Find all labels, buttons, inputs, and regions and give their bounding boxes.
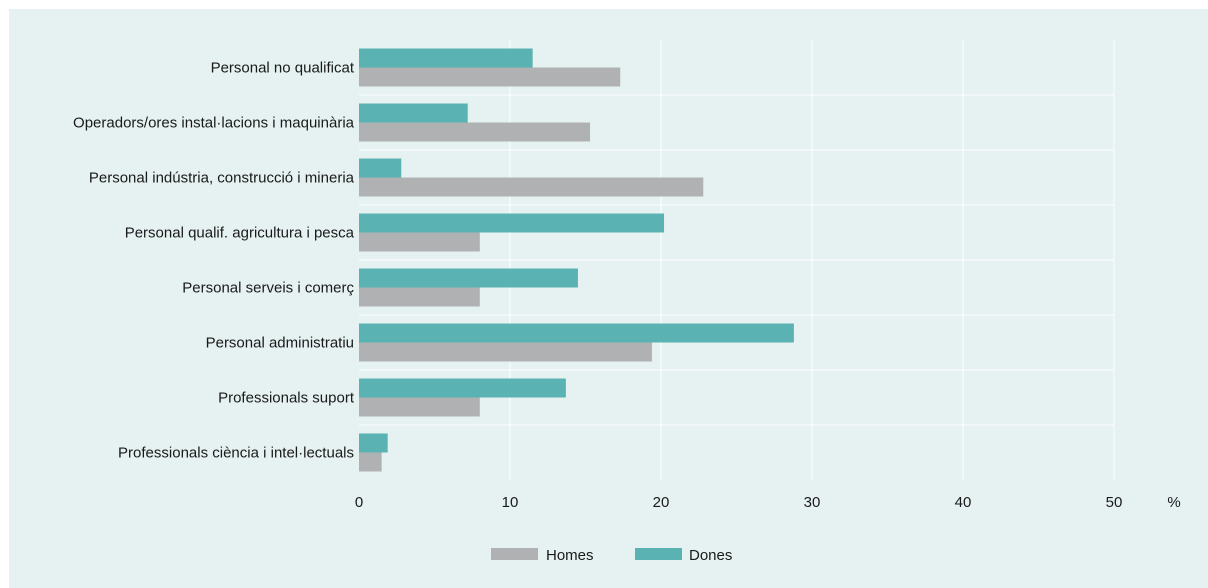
bar-homes: [359, 67, 621, 87]
chart-panel: [9, 9, 1208, 588]
bar-homes: [359, 287, 480, 307]
x-tick-label: 50: [1106, 494, 1123, 511]
x-tick-label: 40: [955, 494, 972, 511]
x-tick-label: 10: [502, 494, 519, 511]
category-label: Personal administratiu: [206, 335, 354, 352]
category-labels: Personal no qualificat Operadors/ores ins…: [73, 60, 355, 462]
bar-homes: [359, 342, 652, 362]
bar-homes: [359, 452, 382, 472]
legend-label-homes: Homes: [546, 547, 594, 564]
category-label: Professionals suport: [218, 390, 355, 407]
x-tick-label: 30: [804, 494, 821, 511]
category-label: Personal no qualificat: [211, 60, 355, 77]
bar-dones: [359, 433, 388, 453]
legend-swatch-homes: [491, 548, 538, 560]
bar-homes: [359, 122, 591, 142]
bars: [359, 48, 794, 472]
grid-lines: [359, 40, 1115, 480]
legend-swatch-dones: [635, 548, 682, 560]
category-label: Personal serveis i comerç: [182, 280, 354, 297]
bar-homes: [359, 177, 704, 197]
category-label: Personal qualif. agricultura i pesca: [125, 225, 355, 242]
bar-dones: [359, 323, 794, 343]
category-label: Operadors/ores instal·lacions i maquinàr…: [73, 115, 355, 132]
bar-dones: [359, 378, 566, 398]
category-label: Personal indústria, construcció i mineri…: [89, 170, 355, 187]
bar-homes: [359, 232, 480, 252]
legend-label-dones: Dones: [689, 547, 732, 564]
bar-dones: [359, 213, 665, 233]
bar-dones: [359, 48, 533, 68]
x-tick-label: 0: [355, 494, 363, 511]
category-label: Professionals ciència i intel·lectuals: [118, 445, 354, 462]
x-tick-label: 20: [653, 494, 670, 511]
bar-dones: [359, 103, 468, 123]
legend: Homes Dones: [491, 547, 732, 564]
x-axis-unit-label: %: [1167, 494, 1180, 511]
bar-homes: [359, 397, 480, 417]
x-axis-ticks: % 0 10 20 30 40 50: [355, 494, 1181, 511]
bar-dones: [359, 268, 578, 288]
bar-dones: [359, 158, 402, 178]
